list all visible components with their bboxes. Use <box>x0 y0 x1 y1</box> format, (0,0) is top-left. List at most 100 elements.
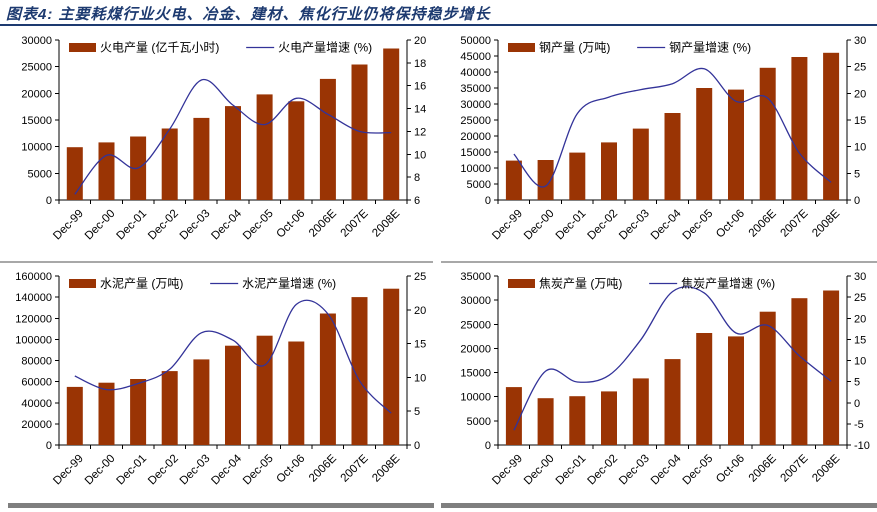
x-label-Dec-01: Dec-01 <box>115 453 150 488</box>
left-tick-label: 25000 <box>460 115 491 127</box>
left-tick-label: 15000 <box>21 115 52 127</box>
growth-line-thermal-power <box>74 78 392 195</box>
x-label-2006E: 2006E <box>747 207 779 239</box>
left-tick-label: 15000 <box>460 147 491 159</box>
right-tick-label: 20 <box>854 88 866 100</box>
bar-Dec-05 <box>256 335 273 445</box>
left-tick-label: 0 <box>485 440 491 452</box>
x-label-Dec-04: Dec-04 <box>209 452 244 487</box>
bar-2006E <box>759 311 776 445</box>
bar-Dec-03 <box>632 128 649 200</box>
bar-2007E <box>351 297 368 445</box>
bar-Dec-03 <box>632 378 649 445</box>
x-label-Dec-02: Dec-02 <box>585 208 620 243</box>
x-label-Dec-02: Dec-02 <box>146 208 181 243</box>
bar-Dec-99 <box>505 387 522 445</box>
right-tick-label: 25 <box>854 62 866 74</box>
bar-Dec-99 <box>66 147 83 200</box>
legend-line-label: 水泥产量增速 (%) <box>242 277 336 291</box>
growth-line-coke <box>513 286 832 431</box>
left-tick-label: 10000 <box>460 392 491 404</box>
x-label-Dec-04: Dec-04 <box>649 452 684 487</box>
x-label-Dec-99: Dec-99 <box>490 208 525 243</box>
legend-bar-label: 钢产量 (万吨) <box>539 41 610 55</box>
bottom-border-left <box>8 503 434 508</box>
right-tick-label: 15 <box>854 334 866 346</box>
left-tick-label: 0 <box>46 195 52 207</box>
bar-Dec-02 <box>601 391 617 445</box>
x-label-Dec-03: Dec-03 <box>178 208 213 243</box>
x-label-Dec-03: Dec-03 <box>617 453 652 488</box>
bar-2008E <box>383 48 400 200</box>
right-tick-label: 25 <box>414 271 426 283</box>
left-tick-label: 140000 <box>15 292 52 304</box>
right-tick-label: 20 <box>854 313 866 325</box>
legend-bar-label: 火电产量 (亿千瓦小时) <box>100 40 219 55</box>
right-tick-label: 5 <box>414 406 420 418</box>
legend-bar-swatch <box>69 279 96 288</box>
bar-Oct-06 <box>288 101 305 200</box>
bar-2006E <box>319 313 336 445</box>
x-label-2007E: 2007E <box>779 207 811 239</box>
left-tick-label: 30000 <box>460 295 491 307</box>
bar-Dec-05 <box>696 88 713 200</box>
right-tick-label: 0 <box>414 440 420 452</box>
left-tick-label: 100000 <box>15 334 52 346</box>
x-label-Dec-04: Dec-04 <box>649 207 684 242</box>
bar-Dec-05 <box>696 333 713 445</box>
right-tick-label: 30 <box>854 35 866 47</box>
right-tick-label: 10 <box>854 142 866 154</box>
x-label-Dec-99: Dec-99 <box>490 453 525 488</box>
right-tick-label: 15 <box>414 339 426 351</box>
right-tick-label: 5 <box>854 377 860 389</box>
separator-line-left <box>0 261 433 263</box>
left-tick-label: 120000 <box>15 313 52 325</box>
left-tick-label: 35000 <box>460 83 491 95</box>
chart-steel-output: 0 5000 10000 15000 20000 25000 30000 35000 40000… <box>440 32 877 250</box>
x-label-Dec-05: Dec-05 <box>241 208 276 243</box>
bar-Dec-00 <box>537 398 554 445</box>
x-label-Dec-05: Dec-05 <box>241 453 276 488</box>
right-tick-label: 10 <box>414 372 426 384</box>
chart-svg-steel: 0 5000 10000 15000 20000 25000 30000 35000 40000… <box>460 35 866 243</box>
left-tick-label: 30000 <box>21 35 52 47</box>
bar-2008E <box>823 52 840 200</box>
bar-2008E <box>383 288 400 445</box>
legend-line-label: 钢产量增速 (%) <box>669 41 751 55</box>
right-tick-label: 25 <box>854 292 866 304</box>
x-label-2007E: 2007E <box>779 452 811 484</box>
legend-bar-label: 水泥产量 (万吨) <box>100 277 183 291</box>
legend-line-label: 焦炭产量增速 (%) <box>681 277 775 291</box>
left-tick-label: 15000 <box>460 368 491 380</box>
bar-Dec-03 <box>193 117 210 200</box>
left-tick-label: 10000 <box>21 142 52 154</box>
right-tick-label: 18 <box>414 58 426 70</box>
left-tick-label: 0 <box>485 195 491 207</box>
x-label-Dec-01: Dec-01 <box>115 208 150 243</box>
bar-2006E <box>759 67 776 200</box>
bar-Oct-06 <box>288 341 305 445</box>
left-tick-label: 5000 <box>467 179 491 191</box>
left-tick-label: 40000 <box>460 67 491 79</box>
right-tick-label: 0 <box>854 398 860 410</box>
right-tick-label: -5 <box>854 419 864 431</box>
left-tick-label: 20000 <box>460 343 491 355</box>
left-tick-label: 25000 <box>460 319 491 331</box>
bar-Dec-01 <box>130 379 147 445</box>
bar-2008E <box>823 290 840 445</box>
x-label-Oct-06: Oct-06 <box>275 208 308 241</box>
bar-Dec-01 <box>569 152 586 200</box>
bar-Dec-04 <box>225 106 241 200</box>
right-tick-label: 10 <box>414 149 426 161</box>
left-tick-label: 35000 <box>460 271 491 283</box>
left-tick-label: 5000 <box>28 168 52 180</box>
left-tick-label: 20000 <box>21 88 52 100</box>
bar-Dec-01 <box>569 396 586 445</box>
x-label-Dec-00: Dec-00 <box>83 453 118 488</box>
left-tick-label: 50000 <box>460 35 491 47</box>
x-label-Dec-05: Dec-05 <box>681 208 716 243</box>
bar-Dec-03 <box>193 359 210 445</box>
bar-2006E <box>319 78 336 200</box>
x-label-2006E: 2006E <box>307 207 339 239</box>
